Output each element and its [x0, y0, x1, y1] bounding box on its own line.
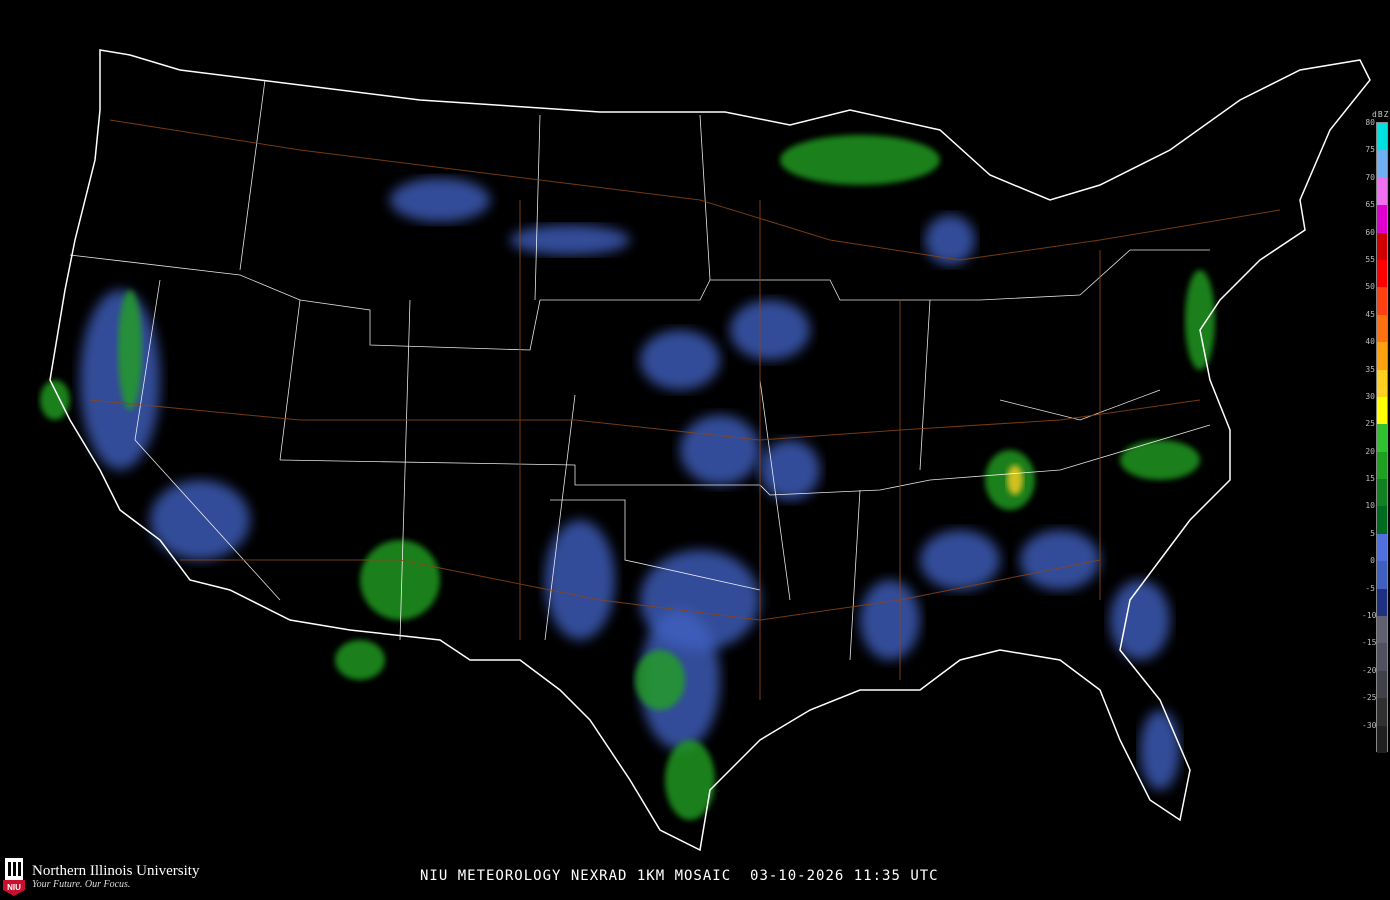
university-tagline: Your Future. Our Focus. [32, 878, 131, 890]
radar-echo [1007, 465, 1023, 495]
legend-label: -15 [1362, 638, 1377, 648]
legend-label: 0 [1370, 556, 1375, 566]
legend-swatch [1377, 588, 1387, 617]
radar-echo [730, 300, 810, 360]
radar-echo [920, 530, 1000, 590]
legend-label: -25 [1362, 693, 1377, 703]
legend-label: 40 [1365, 337, 1375, 347]
legend-label: 25 [1365, 419, 1375, 429]
legend-swatch [1377, 506, 1387, 534]
legend-label: 80 [1365, 118, 1375, 127]
legend-label: 10 [1365, 501, 1375, 511]
legend-swatch [1377, 451, 1387, 480]
legend-label: -20 [1362, 665, 1377, 675]
legend-label: 45 [1365, 309, 1375, 319]
legend-label: -5 [1365, 583, 1375, 593]
legend-swatch [1377, 643, 1387, 671]
legend-swatch [1377, 561, 1387, 589]
radar-echo [390, 178, 490, 222]
radar-echo [680, 415, 760, 485]
radar-echo [150, 480, 250, 560]
radar-echoes [40, 135, 1215, 820]
legend-label: 5 [1370, 528, 1375, 538]
product-title: NIU METEOROLOGY NEXRAD 1KM MOSAIC [420, 868, 732, 884]
radar-echo [1140, 710, 1180, 790]
legend-swatch [1377, 369, 1387, 397]
radar-echo [1120, 440, 1200, 480]
radar-echo [925, 215, 975, 265]
legend-swatch [1377, 123, 1387, 151]
legend-swatch [1377, 725, 1387, 753]
radar-echo [335, 640, 385, 680]
legend-swatch [1377, 670, 1387, 699]
niu-shield-icon: NIU [3, 858, 25, 896]
legend-label: -30 [1362, 720, 1377, 730]
legend-unit: dBZ [1372, 110, 1390, 119]
legend-swatch [1377, 533, 1387, 562]
radar-echo [40, 380, 70, 420]
radar-echo [665, 740, 715, 820]
product-date: 03-10-2026 [750, 868, 845, 884]
legend-swatch [1377, 314, 1387, 343]
legend-swatch [1377, 150, 1387, 178]
legend-color-bar [1376, 122, 1388, 753]
radar-echo [640, 330, 720, 390]
legend-swatch [1377, 616, 1387, 644]
radar-echo [1185, 270, 1215, 370]
legend-swatch [1377, 259, 1387, 288]
niu-logo: NIU Northern Illinois University Your Fu… [2, 856, 199, 896]
legend-swatch [1377, 396, 1387, 425]
university-name: Northern Illinois University [32, 862, 200, 879]
radar-echo [360, 540, 440, 620]
legend-label: 15 [1365, 474, 1375, 484]
legend-label: 20 [1365, 446, 1375, 456]
radar-echo [545, 520, 615, 640]
legend-swatch [1377, 177, 1387, 206]
us-outline [49, 49, 1371, 852]
svg-text:NIU: NIU [7, 883, 21, 892]
radar-echo [118, 290, 142, 410]
legend-label: 35 [1365, 364, 1375, 374]
legend-label: -10 [1362, 611, 1377, 621]
legend-label: 50 [1365, 282, 1375, 292]
legend-label: 70 [1365, 172, 1375, 182]
radar-echo [860, 580, 920, 660]
product-caption: NIU METEOROLOGY NEXRAD 1KM MOSAIC 03-10-… [420, 868, 939, 884]
legend-swatch [1377, 205, 1387, 233]
radar-echo [635, 650, 685, 710]
product-time: 11:35 UTC [853, 868, 939, 884]
legend-label: 55 [1365, 254, 1375, 264]
legend-swatch [1377, 479, 1387, 507]
legend-swatch [1377, 287, 1387, 315]
legend-swatch [1377, 342, 1387, 370]
radar-echo [1020, 530, 1100, 590]
radar-echo [1110, 580, 1170, 660]
legend-swatch [1377, 232, 1387, 260]
dbz-legend: dBZ 80 75 70 65 60 55 50 45 40 35 30 25 20 15 10 5 0 -5 -1… [1362, 110, 1390, 760]
radar-echo [780, 135, 940, 185]
legend-label: 65 [1365, 200, 1375, 210]
legend-label: 30 [1365, 391, 1375, 401]
legend-swatch [1377, 424, 1387, 452]
legend-label: 75 [1365, 145, 1375, 155]
state-borders [69, 79, 1211, 661]
radar-echo [510, 225, 630, 255]
highways [89, 119, 1281, 700]
radar-echo [760, 440, 820, 500]
legend-label: 60 [1365, 227, 1375, 237]
legend-swatch [1377, 698, 1387, 726]
